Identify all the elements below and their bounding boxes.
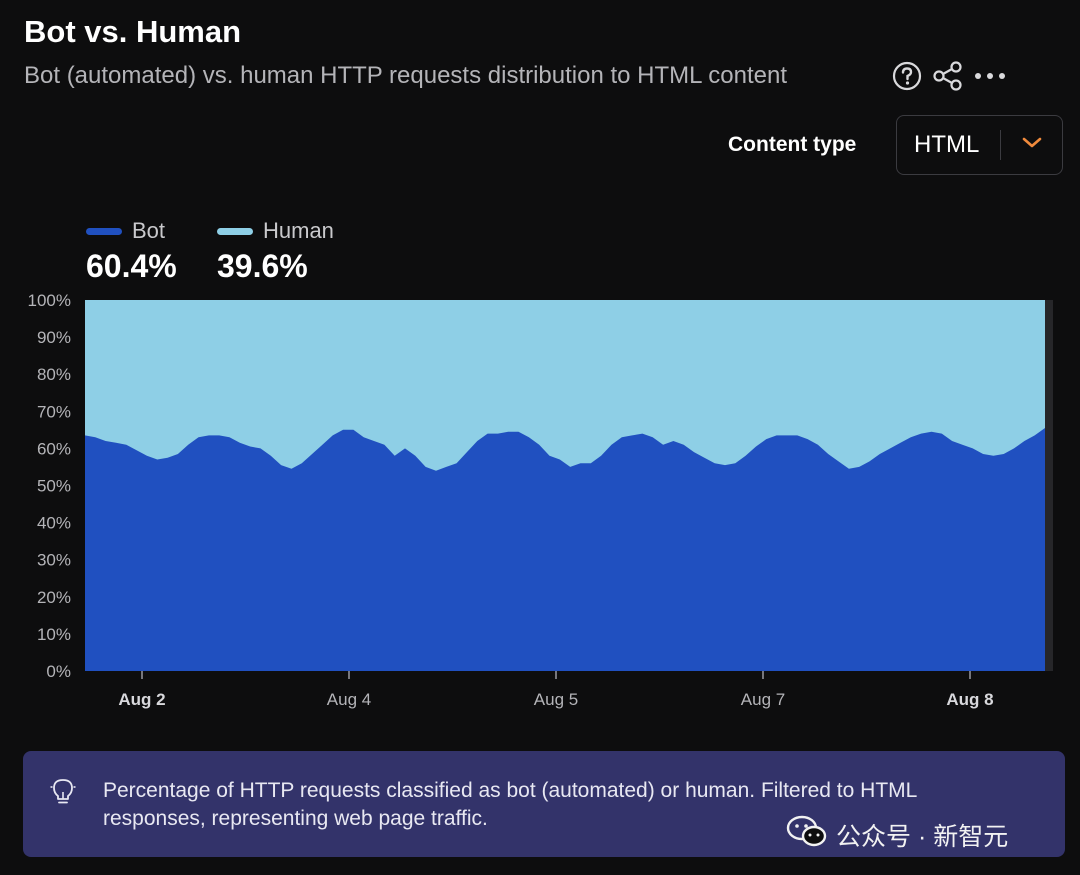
page-title: Bot vs. Human (24, 14, 242, 49)
x-tick-label: Aug 5 (534, 690, 578, 709)
legend-swatch-bot (86, 227, 122, 235)
x-tick-label: Aug 7 (741, 690, 785, 709)
watermark: 公众号 · 新智元 (786, 814, 1008, 855)
x-tick-label: Aug 8 (946, 690, 993, 709)
legend-label-bot: Bot (132, 218, 166, 243)
y-tick-label: 50% (37, 477, 71, 496)
share-icon[interactable] (932, 60, 964, 92)
plot-edge (1045, 300, 1053, 671)
x-tick-label: Aug 4 (327, 690, 371, 709)
legend-label-human: Human (263, 218, 334, 243)
legend-swatch-human (217, 227, 253, 235)
content-type-select[interactable]: HTML (896, 115, 1063, 175)
y-tick-label: 60% (37, 439, 71, 458)
header-actions (892, 60, 1006, 92)
y-tick-label: 20% (37, 588, 71, 607)
y-tick-label: 10% (37, 625, 71, 644)
bot-human-area-chart[interactable]: 0% 10% 20% 30% 40% 50% 60% 70% 80% 90% 100% Aug 2 Au… (0, 285, 1080, 725)
y-tick-label: 80% (37, 365, 71, 384)
legend-value-bot: 60.4% (86, 248, 177, 284)
content-type-value: HTML (914, 131, 980, 158)
more-icon[interactable] (974, 71, 1006, 81)
legend-item-human[interactable]: Human 39.6% (217, 218, 334, 285)
legend-item-bot[interactable]: Bot 60.4% (86, 218, 177, 285)
page-subtitle: Bot (automated) vs. human HTTP requests … (24, 62, 788, 89)
y-tick-label: 100% (28, 291, 71, 310)
y-tick-label: 0% (46, 662, 71, 681)
chevron-down-icon[interactable] (1021, 136, 1043, 155)
select-divider (1000, 130, 1001, 160)
wechat-icon (786, 814, 828, 855)
help-icon[interactable] (892, 61, 922, 91)
watermark-text: 公众号 · 新智元 (836, 822, 1009, 851)
lightbulb-icon (50, 777, 76, 812)
content-type-label: Content type (728, 133, 857, 156)
bot-area[interactable] (85, 428, 1045, 671)
y-tick-label: 90% (37, 328, 71, 347)
info-box: Percentage of HTTP requests classified a… (23, 751, 1065, 857)
y-tick-label: 40% (37, 514, 71, 533)
y-tick-label: 30% (37, 551, 71, 570)
x-tick-label: Aug 2 (118, 690, 165, 709)
y-tick-label: 70% (37, 402, 71, 421)
legend-value-human: 39.6% (217, 248, 308, 284)
info-text: Percentage of HTTP requests classified a… (103, 779, 917, 830)
